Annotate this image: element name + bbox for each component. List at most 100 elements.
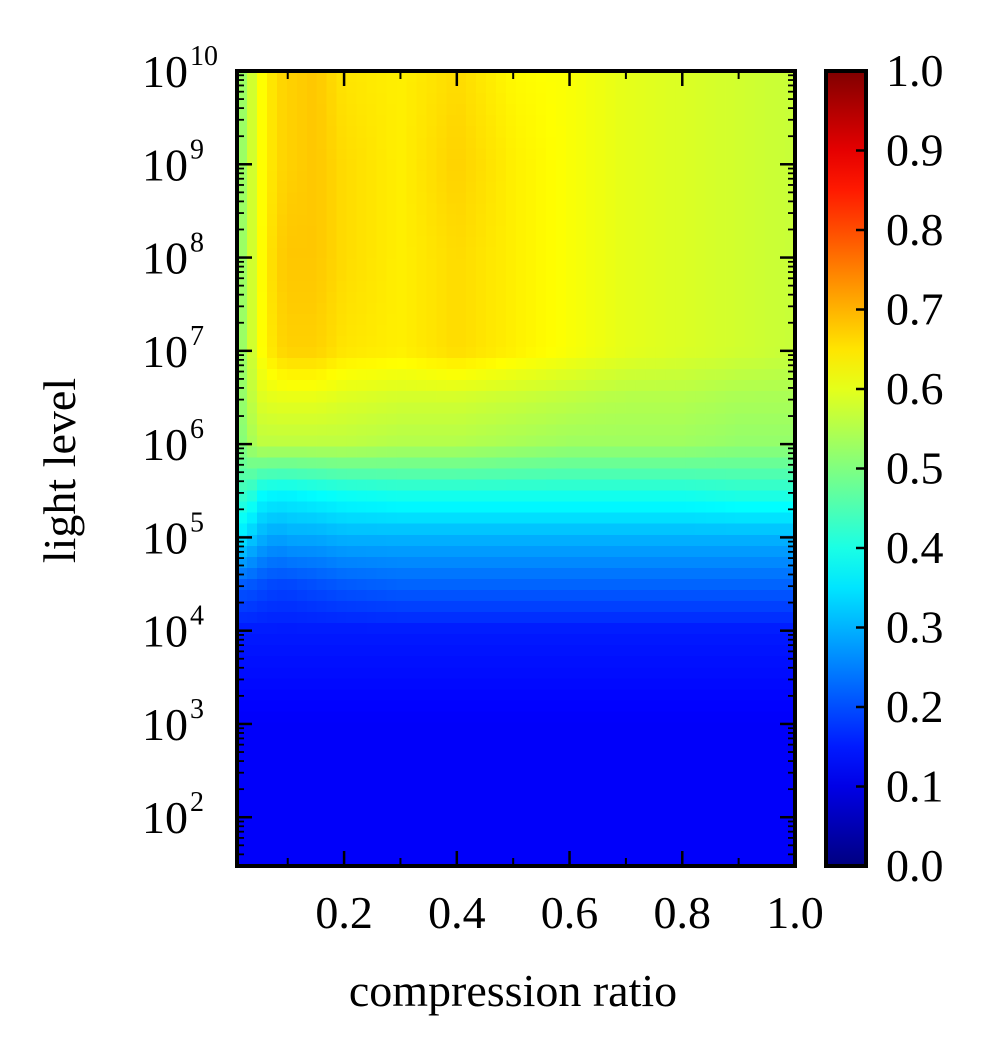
- heatmap-cell: [286, 104, 298, 116]
- heatmap-cell: [486, 104, 497, 116]
- heatmap-cell: [635, 82, 647, 94]
- heatmap-cell: [466, 71, 477, 83]
- heatmap-cell: [436, 192, 447, 205]
- heatmap-cell: [476, 93, 487, 105]
- heatmap-cell: [695, 424, 706, 436]
- heatmap-cell: [715, 589, 726, 602]
- heatmap-cell: [615, 192, 627, 205]
- heatmap-cell: [426, 612, 437, 624]
- heatmap-cell: [735, 280, 746, 293]
- y-tick-exponent: 4: [190, 601, 204, 632]
- heatmap-cell: [785, 269, 796, 282]
- heatmap-cell: [436, 601, 447, 613]
- heatmap-cell: [376, 832, 388, 845]
- heatmap-cell: [705, 424, 716, 436]
- heatmap-cell: [486, 358, 497, 370]
- heatmap-cell: [386, 126, 398, 138]
- heatmap-cell: [506, 104, 517, 116]
- heatmap-cell: [466, 104, 477, 116]
- heatmap-cell: [645, 71, 657, 83]
- heatmap-cell: [396, 369, 407, 381]
- heatmap-cell: [316, 159, 328, 171]
- heatmap-cell: [535, 435, 547, 448]
- heatmap-cell: [376, 280, 388, 293]
- heatmap-cell: [456, 490, 467, 503]
- heatmap-cell: [356, 512, 368, 525]
- heatmap-cell: [555, 280, 567, 293]
- heatmap-cell: [595, 413, 607, 425]
- heatmap-cell: [246, 203, 258, 216]
- heatmap-cell: [775, 578, 786, 591]
- heatmap-cell: [476, 490, 487, 503]
- heatmap-cell: [326, 700, 338, 713]
- heatmap-cell: [426, 269, 437, 282]
- heatmap-cell: [376, 170, 388, 183]
- heatmap-cell: [336, 336, 348, 348]
- heatmap-cell: [366, 115, 378, 127]
- heatmap-cell: [525, 93, 537, 105]
- heatmap-cell: [525, 313, 537, 326]
- heatmap-cell: [665, 689, 677, 701]
- heatmap-cell: [535, 601, 547, 613]
- heatmap-cell: [685, 479, 696, 492]
- heatmap-cell: [436, 181, 447, 194]
- heatmap-cell: [605, 159, 617, 171]
- heatmap-cell: [426, 567, 437, 580]
- heatmap-cell: [276, 854, 288, 867]
- heatmap-cell: [765, 634, 776, 646]
- heatmap-cell: [525, 479, 537, 492]
- heatmap-cell: [705, 623, 716, 635]
- heatmap-cell: [685, 810, 696, 823]
- heatmap-cell: [525, 623, 537, 635]
- heatmap-cell: [336, 733, 348, 746]
- heatmap-cell: [665, 302, 677, 315]
- heatmap-cell: [396, 203, 407, 216]
- heatmap-cell: [466, 612, 477, 624]
- heatmap-cell: [256, 413, 268, 425]
- heatmap-cell: [336, 181, 348, 194]
- heatmap-cell: [525, 799, 537, 812]
- heatmap-cell: [356, 280, 368, 293]
- heatmap-cell: [685, 832, 696, 845]
- heatmap-cell: [516, 192, 527, 205]
- heatmap-cell: [496, 313, 507, 326]
- heatmap-cell: [276, 358, 288, 370]
- heatmap-cell: [655, 214, 667, 227]
- heatmap-cell: [665, 214, 677, 227]
- heatmap-cell: [446, 832, 457, 845]
- heatmap-cell: [476, 799, 487, 812]
- heatmap-cell: [705, 402, 716, 414]
- heatmap-cell: [306, 490, 318, 503]
- heatmap-cell: [426, 656, 437, 668]
- heatmap-cell: [286, 578, 298, 591]
- heatmap-cell: [585, 623, 597, 635]
- heatmap-cell: [535, 534, 547, 547]
- heatmap-cell: [237, 479, 248, 492]
- heatmap-cell: [565, 567, 577, 580]
- heatmap-cell: [406, 225, 417, 238]
- heatmap-cell: [775, 313, 786, 326]
- heatmap-cell: [615, 225, 627, 238]
- heatmap-cell: [346, 843, 358, 856]
- heatmap-cell: [575, 678, 587, 690]
- heatmap-cell: [605, 711, 617, 724]
- heatmap-cell: [675, 799, 686, 812]
- heatmap-cell: [545, 567, 557, 580]
- heatmap-cell: [585, 347, 597, 359]
- heatmap-cell: [366, 336, 378, 348]
- heatmap-cell: [326, 534, 338, 547]
- heatmap-cell: [336, 280, 348, 293]
- heatmap-cell: [575, 347, 587, 359]
- y-tick-exponent: 8: [190, 228, 204, 259]
- heatmap-cell: [316, 225, 328, 238]
- heatmap-cell: [516, 490, 527, 503]
- heatmap-cell: [266, 501, 278, 514]
- heatmap-cell: [665, 799, 677, 812]
- heatmap-cell: [745, 71, 756, 83]
- heatmap-cell: [376, 501, 388, 514]
- heatmap-cell: [675, 280, 686, 293]
- heatmap-cell: [336, 258, 348, 271]
- heatmap-cell: [535, 766, 547, 779]
- heatmap-cell: [316, 656, 328, 668]
- heatmap-cell: [506, 313, 517, 326]
